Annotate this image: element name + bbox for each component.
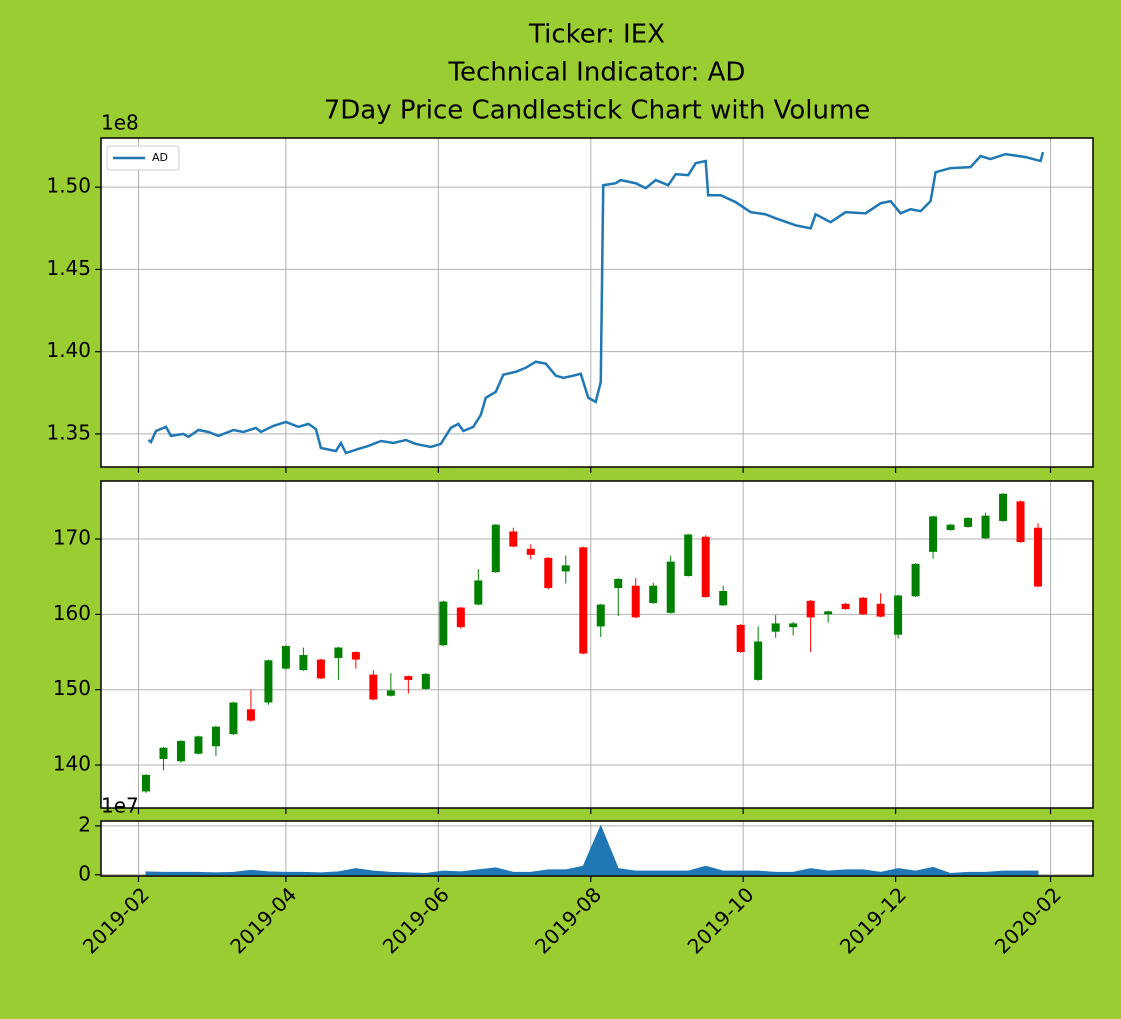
- candle-body: [824, 611, 833, 615]
- candle-body: [1034, 527, 1043, 587]
- candle-body: [334, 647, 343, 659]
- candle-body: [526, 548, 535, 555]
- candle-body: [299, 655, 308, 671]
- legend-label: AD: [152, 151, 168, 164]
- plot: [145, 824, 1039, 876]
- title-line: Ticker: IEX: [528, 20, 665, 50]
- ad-line: [147, 151, 1045, 455]
- y-tick-label: 140: [53, 752, 91, 776]
- candle-body: [1016, 501, 1025, 543]
- candle-body: [841, 603, 850, 610]
- candle-body: [666, 561, 675, 613]
- plot-frame: [100, 820, 1094, 877]
- candle-body: [561, 565, 570, 572]
- candle-body: [596, 604, 605, 627]
- plot-area: [101, 138, 1093, 467]
- candle-body: [964, 517, 973, 527]
- candle-body: [176, 740, 185, 762]
- candle-body: [246, 709, 255, 721]
- title-line: Technical Indicator: AD: [448, 58, 746, 88]
- candle-body: [579, 547, 588, 654]
- x-tick-label: 2019-10: [683, 882, 759, 958]
- y-tick-label: 170: [53, 526, 91, 550]
- candle-body: [929, 516, 938, 552]
- candle-body: [684, 534, 693, 576]
- candle-body: [141, 774, 150, 792]
- candle-body: [894, 595, 903, 635]
- candle-body: [719, 591, 728, 606]
- plot-frame: [100, 137, 1094, 468]
- y-tick-label: 0: [78, 861, 91, 885]
- x-tick-label: 2019-12: [835, 882, 911, 958]
- candle-body: [491, 524, 500, 573]
- axis-offset: 1e8: [101, 111, 139, 135]
- candle-body: [544, 557, 553, 588]
- candle-body: [631, 585, 640, 618]
- candle-body: [281, 646, 290, 669]
- candle-body: [806, 600, 815, 618]
- candle-body: [316, 659, 325, 679]
- y-tick-label: 2: [78, 812, 91, 836]
- candle-body: [229, 702, 238, 735]
- candle-body: [211, 726, 220, 747]
- volume-area: [145, 824, 1039, 876]
- candle-body: [736, 624, 745, 653]
- candle-body: [456, 607, 465, 628]
- axis-offset: 1e7: [101, 794, 139, 818]
- candle-body: [911, 563, 920, 597]
- y-tick-label: 1.35: [46, 420, 91, 444]
- candle-body: [859, 597, 868, 615]
- candle-body: [369, 674, 378, 700]
- candle-body: [754, 641, 763, 680]
- y-tick-label: 1.45: [46, 256, 91, 280]
- y-tick-label: 150: [53, 676, 91, 700]
- candle-body: [946, 524, 955, 530]
- plot-frame: [100, 480, 1094, 809]
- x-tick-label: 2019-04: [225, 882, 301, 958]
- candle-body: [474, 580, 483, 605]
- candle-body: [789, 623, 798, 628]
- candle-body: [421, 673, 430, 689]
- plot: [147, 151, 1045, 455]
- candle-body: [701, 536, 710, 598]
- candle-body: [649, 585, 658, 604]
- candle-body: [439, 601, 448, 646]
- candle-body: [614, 578, 623, 588]
- candle-body: [509, 531, 518, 547]
- y-tick-label: 1.50: [46, 174, 91, 198]
- candle-body: [981, 515, 990, 539]
- candle-body: [404, 676, 413, 680]
- candle-body: [386, 690, 395, 696]
- candle-body: [771, 623, 780, 632]
- candle-body: [159, 747, 168, 760]
- y-tick-label: 1.40: [46, 338, 91, 362]
- x-tick-label: 2019-02: [78, 882, 154, 958]
- candle-body: [876, 603, 885, 617]
- title-line: 7Day Price Candlestick Chart with Volume: [324, 96, 871, 126]
- x-tick-label: 2019-08: [530, 882, 606, 958]
- plot-area: [101, 481, 1093, 808]
- candle-body: [999, 493, 1008, 521]
- y-tick-label: 160: [53, 601, 91, 625]
- candle-body: [351, 652, 360, 660]
- candle-body: [264, 660, 273, 703]
- x-tick-label: 2019-06: [378, 882, 454, 958]
- plot: [141, 493, 1043, 793]
- x-tick-label: 2020-02: [990, 882, 1066, 958]
- candle-body: [194, 736, 203, 754]
